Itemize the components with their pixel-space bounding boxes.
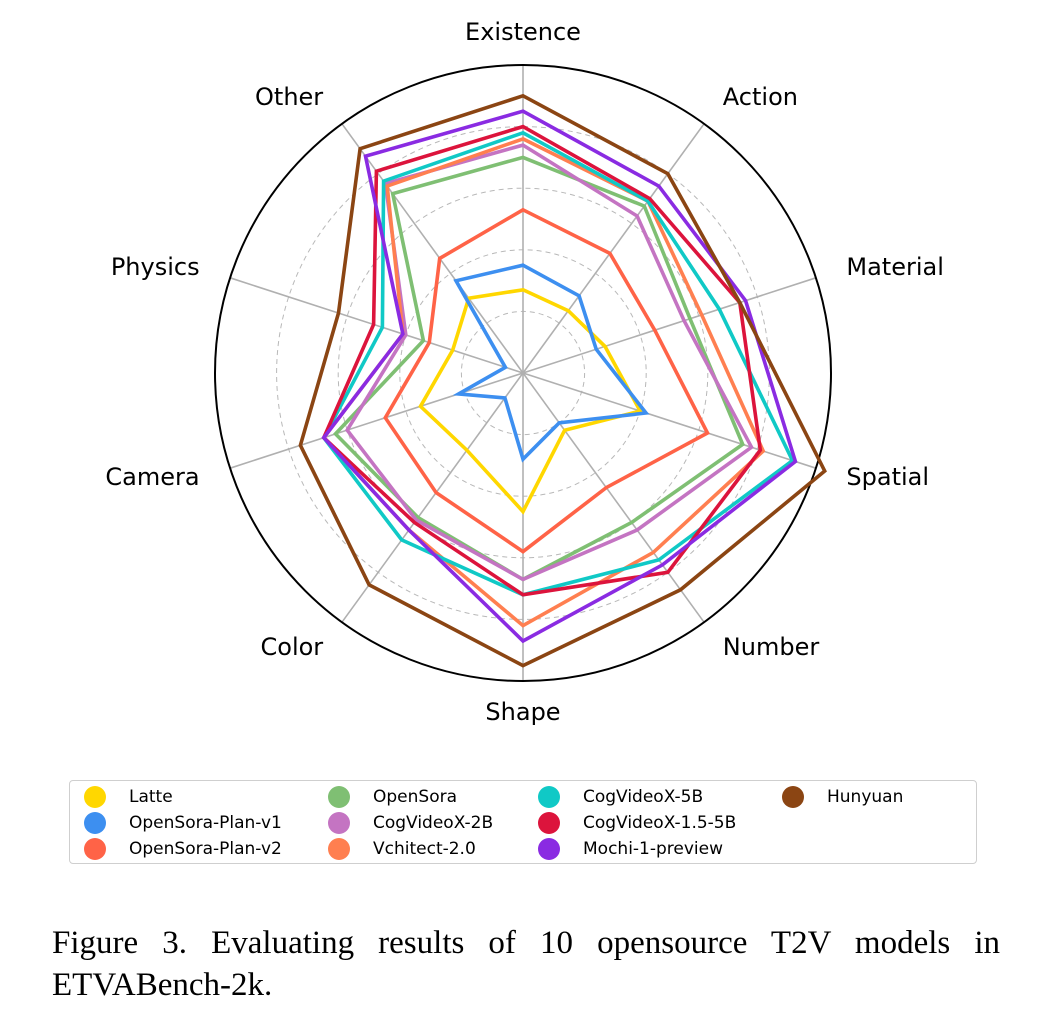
legend-label: Vchitect-2.0 [373, 839, 476, 859]
legend-item: OpenSora-Plan-v1 [84, 812, 282, 834]
axis-spoke-material [522, 277, 817, 374]
outer-frame [214, 64, 832, 682]
legend-item: CogVideoX-2B [328, 812, 493, 834]
legend-label: Mochi-1-preview [583, 839, 724, 859]
legend-label: OpenSora-Plan-v1 [129, 813, 282, 833]
series-vchitect-2-0 [321, 136, 766, 628]
radar-series [298, 93, 827, 668]
legend-marker [84, 812, 106, 834]
axis-spoke-other [341, 123, 524, 374]
axis-label-existence: Existence [465, 18, 581, 46]
legend-marker [328, 838, 350, 860]
axis-label-material: Material [846, 253, 944, 281]
legend-marker [782, 786, 804, 808]
legend-item: OpenSora [328, 786, 457, 808]
legend-label: CogVideoX-5B [583, 787, 704, 807]
legend-label: OpenSora [373, 787, 458, 807]
axis-spoke-action [522, 123, 705, 374]
axis-label-action: Action [723, 83, 798, 111]
legend-marker [538, 812, 560, 834]
legend-item: Hunyuan [782, 786, 903, 808]
legend-label: Latte [129, 787, 173, 807]
legend-marker [328, 786, 350, 808]
axis-spoke-color [341, 372, 524, 623]
axis-spoke-physics [229, 277, 524, 374]
series-opensora-plan-v2 [383, 207, 710, 554]
legend-marker [328, 812, 350, 834]
legend-label: CogVideoX-2B [373, 813, 494, 833]
legend-item: Latte [84, 786, 173, 808]
legend-item: CogVideoX-1.5-5B [538, 812, 736, 834]
series-cogvideox-1-5-5b [321, 124, 763, 597]
legend-label: OpenSora-Plan-v2 [129, 839, 282, 859]
axis-label-physics: Physics [111, 253, 200, 281]
legend-label: Hunyuan [827, 787, 904, 807]
axis-label-shape: Shape [485, 698, 560, 726]
legend-marker [538, 838, 560, 860]
series-opensora-plan-v1 [452, 263, 650, 463]
series-hunyuan [298, 93, 827, 668]
legend-label: CogVideoX-1.5-5B [583, 813, 737, 833]
radar-axis-labels: Existence Action Material Spatial Number Shap… [105, 18, 943, 726]
radar-chart: Existence Action Material Spatial Number Shap… [105, 18, 943, 726]
axis-label-spatial: Spatial [846, 463, 929, 491]
axis-label-color: Color [261, 633, 324, 661]
legend-item: CogVideoX-5B [538, 786, 703, 808]
legend-item: Mochi-1-preview [538, 838, 723, 860]
figure-caption: Figure 3. Evaluating results of 10 opens… [52, 925, 1000, 1003]
legend-marker [84, 838, 106, 860]
legend-marker [538, 786, 560, 808]
axis-spoke-spatial [522, 372, 817, 469]
legend-marker [84, 786, 106, 808]
axis-label-camera: Camera [105, 463, 199, 491]
legend-item: OpenSora-Plan-v2 [84, 838, 282, 860]
axis-spoke-camera [229, 372, 524, 469]
chart-legend: Latte OpenSora-Plan-v1 OpenSora-Plan-v2 Ope… [69, 780, 977, 864]
axis-label-number: Number [723, 633, 820, 661]
legend-item: Vchitect-2.0 [328, 838, 476, 860]
axis-spoke-number [522, 372, 705, 623]
axis-label-other: Other [255, 83, 323, 111]
